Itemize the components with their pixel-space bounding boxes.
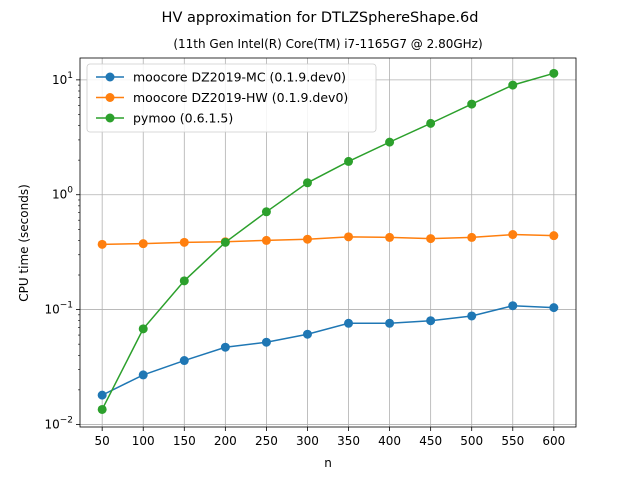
data-point: [302, 329, 312, 339]
data-point: [549, 68, 559, 78]
data-point: [344, 318, 354, 328]
data-point: [302, 234, 312, 244]
data-point: [261, 207, 271, 217]
legend-label: moocore DZ2019-MC (0.1.9.dev0): [133, 70, 346, 85]
legend-label: moocore DZ2019-HW (0.1.9.dev0): [133, 90, 348, 105]
x-tick-label: 200: [214, 434, 237, 448]
data-point: [138, 324, 148, 334]
data-point: [344, 232, 354, 242]
data-point: [97, 239, 107, 249]
data-point: [467, 311, 477, 321]
data-point: [467, 232, 477, 242]
data-point: [302, 178, 312, 188]
x-tick-label: 500: [460, 434, 483, 448]
data-point: [261, 235, 271, 245]
data-point: [344, 156, 354, 166]
data-point: [138, 370, 148, 380]
x-tick-label: 450: [419, 434, 442, 448]
series-2: [97, 230, 559, 249]
data-point: [508, 301, 518, 311]
data-point: [97, 404, 107, 414]
data-point: [385, 137, 395, 147]
y-tick-label: 100: [52, 186, 73, 202]
x-tick-label: 250: [255, 434, 278, 448]
data-point: [97, 390, 107, 400]
legend: moocore DZ2019-MC (0.1.9.dev0) moocore DZ…: [86, 63, 377, 133]
data-point: [138, 239, 148, 249]
y-tick-label: 101: [52, 71, 73, 87]
series-3: [97, 68, 559, 414]
series-line: [102, 233, 554, 246]
x-tick-label: 400: [378, 434, 401, 448]
data-point: [426, 118, 436, 128]
chart-subtitle: (11th Gen Intel(R) Core(TM) i7-1165G7 @ …: [173, 37, 482, 51]
legend-box: [86, 63, 377, 133]
data-point: [220, 342, 230, 352]
data-point: [508, 230, 518, 240]
x-tick-label: 300: [296, 434, 319, 448]
chart-title: HV approximation for DTLZSphereShape.6d: [162, 10, 479, 26]
series-line: [101, 304, 554, 396]
data-point: [426, 316, 436, 326]
x-tick-label: 150: [173, 434, 196, 448]
data-point: [549, 231, 559, 241]
data-point: [220, 237, 230, 247]
data-point: [467, 99, 477, 109]
data-point: [261, 337, 271, 347]
x-tick-label: 600: [542, 434, 565, 448]
x-tick-label: 350: [337, 434, 360, 448]
series-1: [97, 301, 559, 400]
legend-marker: [105, 93, 115, 102]
data-point: [549, 303, 559, 313]
x-tick-label: 100: [132, 434, 155, 448]
series-line: [101, 72, 555, 410]
data-point: [385, 232, 395, 242]
plot-frame: [79, 57, 577, 428]
y-axis-label: CPU time (seconds): [17, 184, 31, 302]
data-point: [508, 80, 518, 90]
y-tick-label: 10−2: [44, 415, 73, 431]
data-point: [426, 234, 436, 244]
y-tick-label: 10−1: [44, 301, 73, 317]
data-point: [179, 356, 189, 366]
x-axis-label: n: [324, 456, 332, 470]
axis-ticks: 50 100 150 200 250 300 350 400 450 500 550 600 10−2 1…: [44, 71, 565, 448]
legend-label: pymoo (0.6.1.5): [133, 111, 233, 126]
legend-marker: [105, 113, 115, 123]
data-point: [179, 237, 189, 247]
x-tick-label: 550: [501, 434, 524, 448]
legend-marker: [105, 72, 115, 82]
x-tick-label: 50: [95, 434, 110, 448]
series-layer: [97, 68, 559, 414]
data-point: [385, 318, 395, 328]
data-point: [179, 276, 189, 286]
